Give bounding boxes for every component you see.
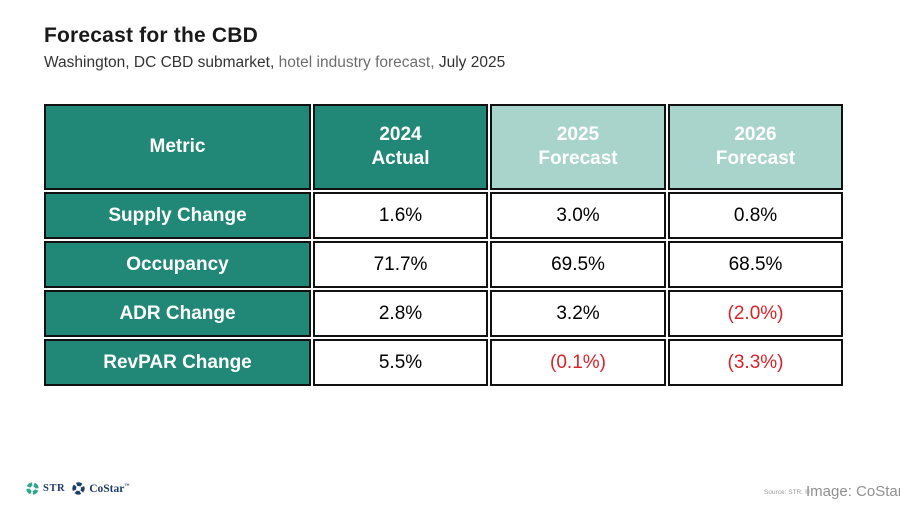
cell-supply-2025: 3.0%	[490, 192, 666, 239]
row-label-revpar-change: RevPAR Change	[44, 339, 311, 386]
str-pinwheel-icon	[26, 482, 39, 495]
subtitle-date: July 2025	[438, 54, 506, 71]
costar-logo: CoStar™	[72, 482, 129, 495]
cell-occupancy-2026: 68.5%	[668, 241, 843, 288]
image-credit-watermark: Image: CoStar	[806, 483, 900, 500]
row-label-adr-change: ADR Change	[44, 290, 311, 337]
cell-occupancy-2025: 69.5%	[490, 241, 666, 288]
page-title: Forecast for the CBD	[44, 24, 259, 47]
cell-supply-2026: 0.8%	[668, 192, 843, 239]
cell-revpar-2024: 5.5%	[313, 339, 488, 386]
cell-revpar-2026: (3.3%)	[668, 339, 843, 386]
row-label-supply-change: Supply Change	[44, 192, 311, 239]
costar-trademark: ™	[124, 483, 130, 489]
str-logo: STR	[26, 482, 65, 495]
cell-revpar-2025: (0.1%)	[490, 339, 666, 386]
col-header-metric: Metric	[44, 104, 311, 190]
str-logo-label: STR	[43, 483, 66, 494]
subtitle-location: Washington, DC CBD submarket,	[44, 54, 279, 71]
cell-supply-2024: 1.6%	[313, 192, 488, 239]
footer-logos: STR CoStar™	[26, 482, 129, 495]
subtitle-context: hotel industry forecast,	[278, 54, 439, 71]
cell-adr-2024: 2.8%	[313, 290, 488, 337]
forecast-table: Metric 2024 Actual 2025 Forecast 2026 Fo…	[44, 104, 843, 386]
costar-logo-label: CoStar™	[89, 482, 130, 495]
page-subtitle: Washington, DC CBD submarket, hotel indu…	[44, 54, 505, 72]
col-header-2026-forecast: 2026 Forecast	[668, 104, 843, 190]
cell-adr-2025: 3.2%	[490, 290, 666, 337]
row-label-occupancy: Occupancy	[44, 241, 311, 288]
col-header-2025-forecast: 2025 Forecast	[490, 104, 666, 190]
cell-adr-2026: (2.0%)	[668, 290, 843, 337]
costar-pinwheel-icon	[72, 482, 85, 495]
col-header-2024-actual: 2024 Actual	[313, 104, 488, 190]
source-note: Source: STR. ©	[764, 489, 810, 496]
cell-occupancy-2024: 71.7%	[313, 241, 488, 288]
